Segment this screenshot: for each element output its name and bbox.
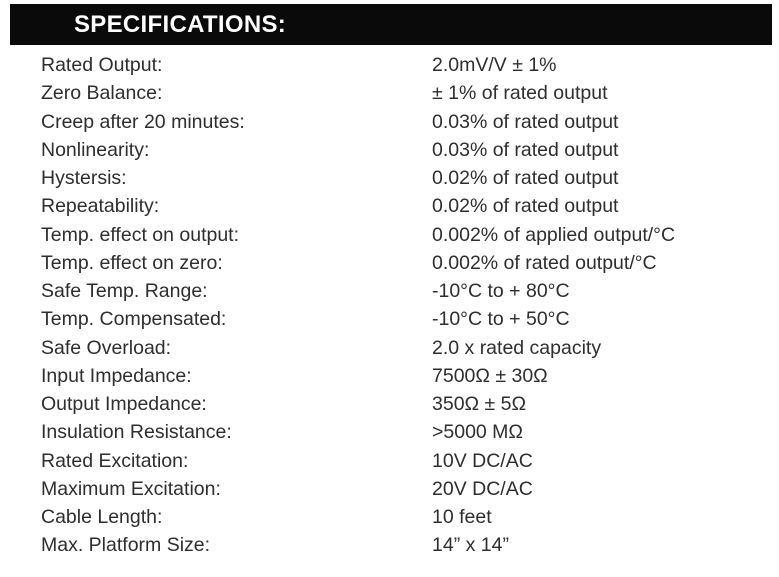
spec-label: Repeatability: bbox=[41, 195, 160, 218]
spec-value: ± 1% of rated output bbox=[432, 82, 608, 105]
spec-label: Input Impedance: bbox=[41, 364, 192, 387]
specifications-header-bar: SPECIFICATIONS: bbox=[10, 4, 772, 45]
spec-value: 20V DC/AC bbox=[432, 477, 533, 500]
spec-row: Safe Overload: 2.0 x rated capacity bbox=[41, 334, 779, 362]
spec-value: 2.0mV/V ± 1% bbox=[432, 54, 557, 76]
spec-value: 0.002% of applied output/°C bbox=[432, 223, 676, 246]
spec-value: 350Ω ± 5Ω bbox=[432, 393, 527, 415]
specifications-title: SPECIFICATIONS: bbox=[74, 10, 287, 38]
spec-row: Rated Output: 2.0mV/V ± 1% bbox=[41, 51, 779, 79]
spec-row: Maximum Excitation: 20V DC/AC bbox=[41, 475, 779, 503]
spec-label: Rated Excitation: bbox=[41, 449, 189, 472]
spec-row: Input Impedance: 7500Ω ± 30Ω bbox=[41, 362, 779, 390]
spec-value: 7500Ω ± 30Ω bbox=[432, 364, 548, 387]
spec-value: 2.0 x rated capacity bbox=[432, 336, 602, 359]
spec-label: Temp. effect on zero: bbox=[41, 251, 223, 274]
spec-label: Hystersis: bbox=[41, 167, 127, 189]
spec-value: 0.03% of rated output bbox=[432, 110, 619, 133]
spec-label: Temp. effect on output: bbox=[41, 223, 240, 246]
spec-row: Output Impedance: 350Ω ± 5Ω bbox=[41, 390, 779, 418]
spec-value: 0.03% of rated output bbox=[432, 138, 619, 161]
spec-label: Insulation Resistance: bbox=[41, 421, 232, 444]
spec-row: Rated Excitation: 10V DC/AC bbox=[41, 447, 779, 475]
spec-row: Temp. Compensated: -10°C to + 50°C bbox=[41, 305, 779, 333]
spec-value: 0.02% of rated output bbox=[432, 195, 619, 218]
specifications-table: Rated Output: 2.0mV/V ± 1% Zero Balance: ± … bbox=[41, 51, 779, 560]
spec-label: Rated Output: bbox=[41, 54, 163, 76]
spec-value: 14” x 14” bbox=[432, 534, 509, 557]
spec-row: Temp. effect on zero: 0.002% of rated out… bbox=[41, 249, 779, 277]
spec-row: Repeatability: 0.02% of rated output bbox=[41, 192, 779, 220]
spec-label: Cable Length: bbox=[41, 506, 163, 528]
spec-value: -10°C to + 50°C bbox=[432, 308, 570, 331]
spec-row: Creep after 20 minutes: 0.03% of rated ou… bbox=[41, 108, 779, 136]
spec-label: Creep after 20 minutes: bbox=[41, 110, 245, 133]
spec-value: 10 feet bbox=[432, 506, 492, 528]
spec-label: Safe Overload: bbox=[41, 336, 172, 359]
spec-label: Zero Balance: bbox=[41, 82, 163, 105]
spec-row: Hystersis: 0.02% of rated output bbox=[41, 164, 779, 192]
spec-label: Temp. Compensated: bbox=[41, 308, 227, 331]
spec-row: Temp. effect on output: 0.002% of applied… bbox=[41, 221, 779, 249]
spec-label: Output Impedance: bbox=[41, 393, 207, 415]
spec-value: 0.002% of rated output/°C bbox=[432, 251, 657, 274]
spec-label: Nonlinearity: bbox=[41, 138, 150, 161]
spec-value: 0.02% of rated output bbox=[432, 167, 619, 189]
spec-row: Zero Balance: ± 1% of rated output bbox=[41, 79, 779, 107]
spec-label: Max. Platform Size: bbox=[41, 534, 211, 557]
spec-value: >5000 MΩ bbox=[432, 421, 524, 444]
spec-label: Maximum Excitation: bbox=[41, 477, 221, 500]
spec-label: Safe Temp. Range: bbox=[41, 280, 208, 302]
spec-row: Insulation Resistance: >5000 MΩ bbox=[41, 418, 779, 446]
spec-row: Max. Platform Size: 14” x 14” bbox=[41, 531, 779, 559]
spec-row: Nonlinearity: 0.03% of rated output bbox=[41, 136, 779, 164]
spec-row: Safe Temp. Range: -10°C to + 80°C bbox=[41, 277, 779, 305]
spec-row: Cable Length: 10 feet bbox=[41, 503, 779, 531]
spec-value: 10V DC/AC bbox=[432, 449, 533, 472]
spec-value: -10°C to + 80°C bbox=[432, 280, 570, 302]
